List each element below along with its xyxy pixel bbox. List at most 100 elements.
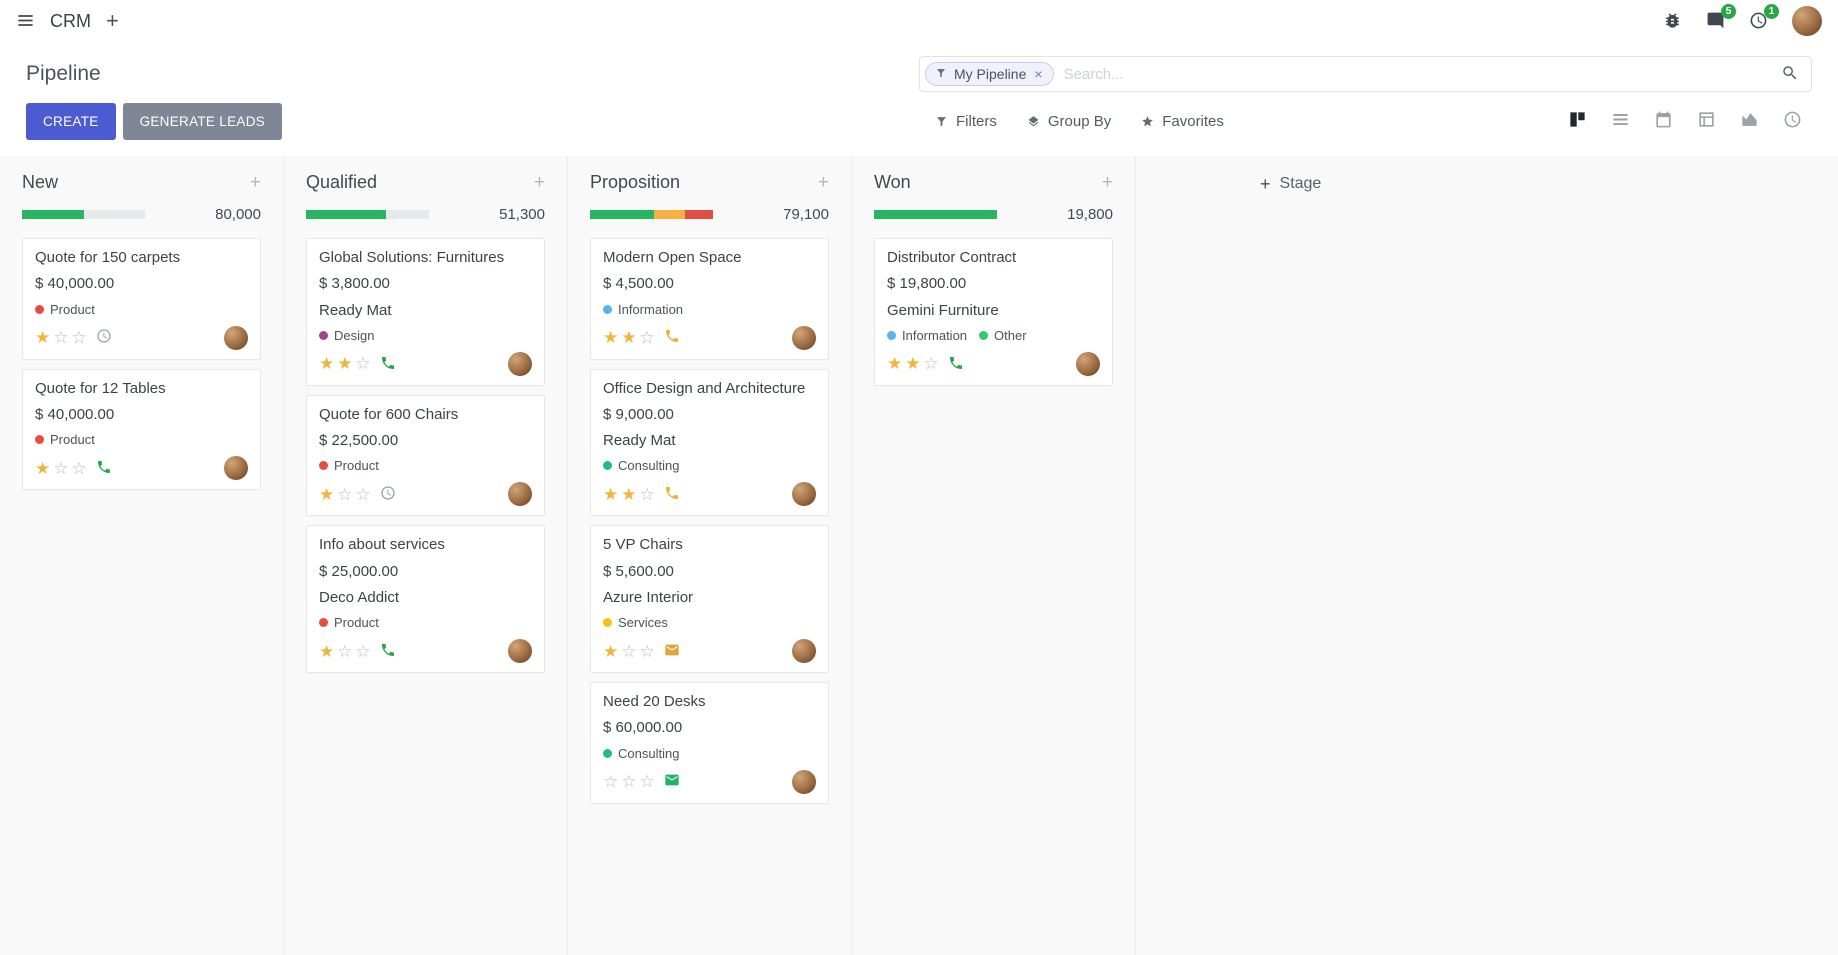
priority-star[interactable]: ☆ [639, 484, 655, 504]
favorites-menu-button[interactable]: Favorites [1141, 113, 1224, 130]
priority-star[interactable]: ☆ [337, 641, 353, 661]
progress-segment[interactable] [874, 210, 997, 219]
search-icon[interactable] [1781, 64, 1799, 85]
salesperson-avatar[interactable] [508, 482, 532, 507]
priority-star[interactable]: ☆ [603, 772, 619, 791]
plus-icon[interactable]: + [106, 8, 119, 33]
generate-leads-button[interactable]: GENERATE LEADS [122, 103, 283, 140]
view-pivot-button[interactable] [1686, 105, 1726, 138]
priority-star[interactable]: ☆ [639, 328, 655, 347]
kanban-card-info-about-services[interactable]: Info about services $ 25,000.00 Deco Addic… [306, 525, 545, 673]
activity-phone-icon[interactable] [948, 355, 964, 373]
salesperson-avatar[interactable] [224, 325, 248, 350]
kanban-card-5-vp-chairs[interactable]: 5 VP Chairs $ 5,600.00 Azure Interior Servi… [590, 525, 829, 673]
progress-segment[interactable] [653, 210, 685, 219]
tag-information[interactable]: Information [603, 302, 683, 317]
column-progress-bar[interactable] [22, 210, 145, 219]
kanban-card-distributor-contract[interactable]: Distributor Contract $ 19,800.00 Gemini Fu… [874, 238, 1113, 386]
priority-star[interactable]: ★ [603, 484, 619, 504]
salesperson-avatar[interactable] [508, 639, 532, 663]
apps-hamburger-icon[interactable] [16, 11, 35, 32]
create-button[interactable]: CREATE [26, 103, 116, 140]
salesperson-avatar[interactable] [224, 456, 248, 480]
activity-phone-icon[interactable] [664, 328, 680, 346]
priority-star[interactable]: ★ [887, 354, 903, 374]
priority-star[interactable]: ☆ [355, 641, 371, 661]
add-stage-button[interactable]: + Stage [1260, 173, 1321, 195]
tag-other[interactable]: Other [979, 328, 1027, 343]
salesperson-avatar[interactable] [508, 351, 532, 376]
search-bar[interactable]: My Pipeline × [919, 56, 1812, 92]
user-avatar[interactable] [1792, 6, 1822, 36]
priority-star[interactable]: ★ [337, 354, 353, 374]
column-progress-bar[interactable] [306, 210, 429, 219]
priority-star[interactable]: ★ [319, 354, 335, 374]
column-progress-bar[interactable] [874, 210, 997, 219]
salesperson-avatar[interactable] [792, 482, 816, 507]
priority-star[interactable]: ☆ [639, 772, 655, 791]
search-input[interactable] [1053, 65, 1781, 83]
priority-star[interactable]: ★ [35, 458, 51, 478]
priority-star[interactable]: ☆ [621, 641, 637, 661]
column-add-record-icon[interactable]: + [1101, 172, 1113, 193]
priority-star[interactable]: ☆ [71, 328, 87, 347]
salesperson-avatar[interactable] [792, 769, 816, 794]
activity-clock-icon[interactable] [96, 328, 112, 346]
kanban-card-need-20-desks[interactable]: Need 20 Desks $ 60,000.00 Consulting ☆ ☆ ☆ [590, 682, 829, 804]
kanban-card-global-solutions-furnitures[interactable]: Global Solutions: Furnitures $ 3,800.00 Re… [306, 238, 545, 386]
search-facet[interactable]: My Pipeline × [925, 62, 1054, 86]
view-list-button[interactable] [1600, 105, 1640, 138]
filters-menu-button[interactable]: Filters [935, 113, 997, 130]
view-activity-button[interactable] [1772, 105, 1812, 138]
facet-remove-icon[interactable]: × [1034, 66, 1043, 82]
priority-star[interactable]: ★ [35, 328, 51, 347]
priority-star[interactable]: ☆ [355, 484, 371, 504]
kanban-card-modern-open-space[interactable]: Modern Open Space $ 4,500.00 Information ★ ★… [590, 238, 829, 360]
kanban-card-office-design-and-architecture[interactable]: Office Design and Architecture $ 9,000.00… [590, 368, 829, 517]
priority-star[interactable]: ☆ [71, 458, 87, 478]
priority-star[interactable]: ★ [621, 484, 637, 504]
bug-icon[interactable] [1663, 11, 1682, 32]
activities-clock-icon[interactable]: 1 [1749, 3, 1779, 32]
view-kanban-button[interactable] [1557, 105, 1597, 138]
activity-phone-icon[interactable] [380, 642, 396, 660]
priority-star[interactable]: ★ [905, 354, 921, 374]
tag-product[interactable]: Product [319, 458, 379, 473]
column-progress-bar[interactable] [590, 210, 713, 219]
activity-phone-icon[interactable] [664, 485, 680, 503]
tag-product[interactable]: Product [35, 432, 95, 447]
kanban-card-quote-for-150-carpets[interactable]: Quote for 150 carpets $ 40,000.00 Product ★… [22, 238, 261, 360]
progress-segment[interactable] [306, 210, 386, 219]
column-add-record-icon[interactable]: + [817, 172, 829, 193]
priority-star[interactable]: ☆ [53, 328, 69, 347]
priority-star[interactable]: ☆ [355, 354, 371, 374]
salesperson-avatar[interactable] [792, 639, 816, 663]
kanban-card-quote-for-600-chairs[interactable]: Quote for 600 Chairs $ 22,500.00 Product ★ ☆… [306, 394, 545, 517]
messages-icon[interactable]: 5 [1706, 3, 1736, 32]
progress-segment[interactable] [22, 210, 84, 219]
activity-clock-icon[interactable] [380, 485, 396, 503]
tag-information[interactable]: Information [887, 328, 967, 343]
activity-phone-icon[interactable] [380, 355, 396, 373]
tag-design[interactable]: Design [319, 328, 374, 343]
view-calendar-button[interactable] [1643, 105, 1683, 138]
priority-star[interactable]: ★ [319, 641, 335, 661]
tag-consulting[interactable]: Consulting [603, 458, 679, 473]
progress-segment[interactable] [684, 210, 713, 219]
activity-phone-icon[interactable] [96, 459, 112, 477]
kanban-card-quote-for-12-tables[interactable]: Quote for 12 Tables $ 40,000.00 Product ★ ☆ ☆ [22, 368, 261, 490]
priority-star[interactable]: ☆ [53, 458, 69, 478]
priority-star[interactable]: ★ [603, 641, 619, 661]
priority-star[interactable]: ☆ [923, 354, 939, 374]
priority-star[interactable]: ★ [319, 484, 335, 504]
salesperson-avatar[interactable] [1076, 351, 1100, 376]
tag-services[interactable]: Services [603, 615, 668, 630]
salesperson-avatar[interactable] [792, 325, 816, 350]
column-add-record-icon[interactable]: + [533, 172, 545, 193]
priority-star[interactable]: ★ [603, 328, 619, 347]
group-by-menu-button[interactable]: Group By [1027, 113, 1111, 130]
priority-star[interactable]: ☆ [337, 484, 353, 504]
tag-consulting[interactable]: Consulting [603, 746, 679, 761]
column-add-record-icon[interactable]: + [249, 172, 261, 193]
activity-envelope-icon[interactable] [664, 642, 680, 660]
